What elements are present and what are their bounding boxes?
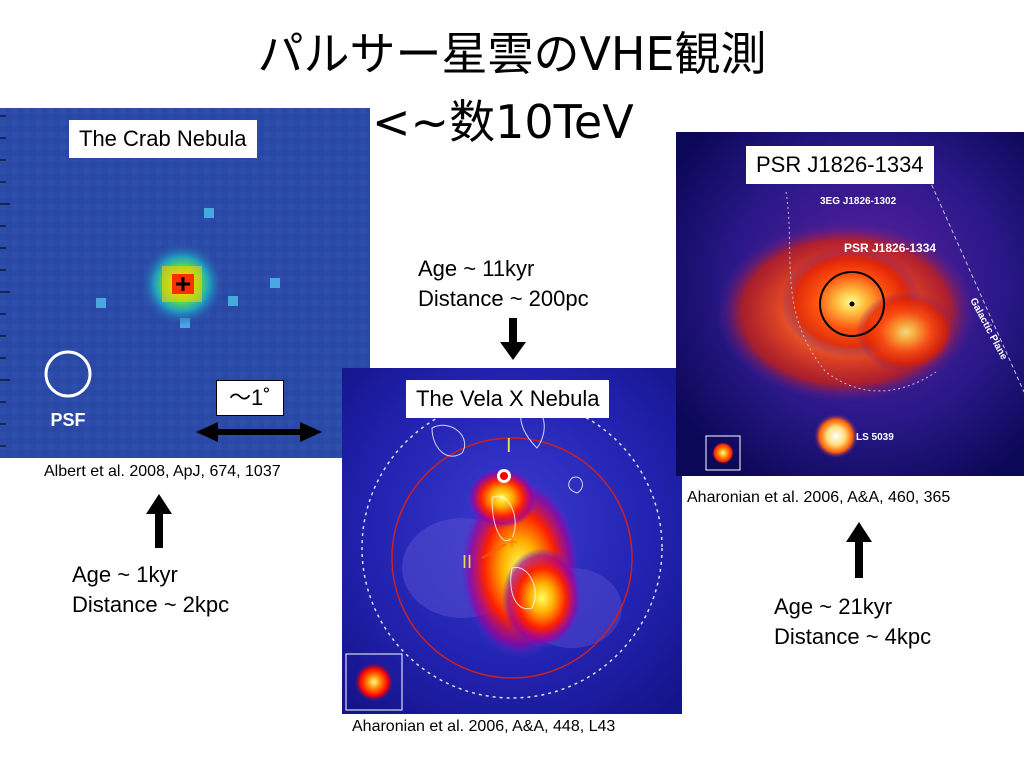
vela-x-label: The Vela X Nebula: [406, 380, 610, 418]
psf-label: PSF: [50, 410, 85, 430]
vela-citation: Aharonian et al. 2006, A&A, 448, L43: [352, 718, 616, 735]
scale-double-arrow: [196, 422, 322, 442]
psr-info: Age ~ 21kyr Distance ~ 4kpc: [774, 592, 931, 652]
vela-marker-two: II: [462, 552, 472, 572]
vela-skymap: I II: [342, 368, 682, 714]
vela-age: Age ~ 11kyr: [418, 256, 535, 281]
psr-distance: Distance ~ 4kpc: [774, 624, 932, 649]
crab-up-arrow: [146, 494, 172, 548]
crab-age: Age ~ 1kyr: [72, 562, 178, 587]
crab-skymap: PSF: [0, 108, 370, 458]
vela-info: Age ~ 11kyr Distance ~ 200pc: [418, 254, 589, 314]
vela-distance: Distance ~ 200pc: [418, 286, 589, 311]
slide-subtitle: <~数10TeV: [372, 95, 634, 149]
crab-info: Age ~ 1kyr Distance ~ 2kpc: [72, 560, 229, 620]
crab-nebula-image: PSF: [0, 108, 370, 458]
psr-j1826-label: PSR J1826-1334: [746, 146, 934, 184]
vela-down-arrow: [500, 318, 526, 360]
psf-circle: [44, 350, 92, 398]
psr-age: Age ~ 21kyr: [774, 594, 893, 619]
crab-citation: Albert et al. 2008, ApJ, 674, 1037: [44, 463, 281, 480]
vela-marker-one: I: [506, 435, 512, 457]
psr-source-label: PSR J1826-1334: [844, 241, 936, 255]
psr-skymap: 3EG J1826-1302 PSR J1826-1334 Galactic P…: [676, 132, 1024, 476]
psr-j1826-image: 3EG J1826-1302 PSR J1826-1334 Galactic P…: [676, 132, 1024, 476]
crab-distance: Distance ~ 2kpc: [72, 592, 230, 617]
psr-3eg-label: 3EG J1826-1302: [820, 196, 897, 207]
slide-title: パルサー星雲のVHE観測: [257, 27, 767, 81]
crab-nebula-label: The Crab Nebula: [69, 120, 257, 158]
psr-up-arrow: [846, 522, 872, 578]
vela-x-image: I II: [342, 368, 682, 714]
psr-citation: Aharonian et al. 2006, A&A, 460, 365: [687, 489, 951, 506]
scale-label: ～1˚: [216, 380, 284, 416]
ls5039-label: LS 5039: [856, 432, 894, 443]
